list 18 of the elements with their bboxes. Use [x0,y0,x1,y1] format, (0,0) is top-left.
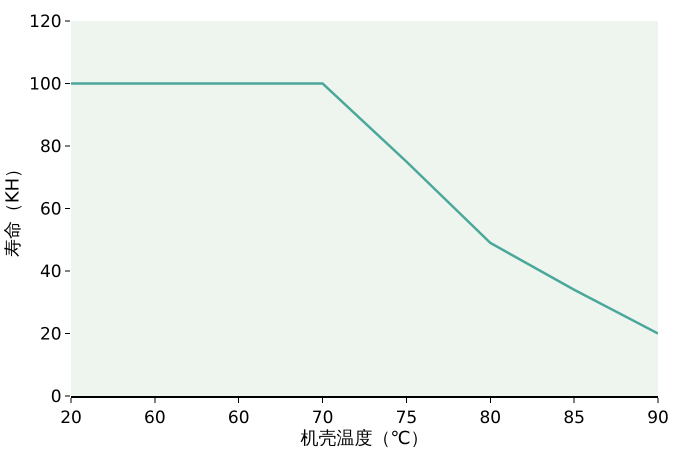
x-tick-label: 80 [479,408,502,428]
y-tick-label: 120 [29,12,62,32]
x-tick-label: 75 [396,408,418,428]
y-tick-label: 20 [40,324,62,344]
x-axis-title: 机壳温度（℃） [300,428,429,450]
y-tick-label: 0 [50,386,62,407]
y-tick-label: 60 [40,199,62,220]
x-tick-label: 70 [312,408,334,428]
y-axis-title: 寿命（KH） [2,160,24,258]
y-tick-label: 100 [29,74,62,94]
x-tick-label: 60 [144,408,166,428]
y-tick-label: 80 [40,136,62,157]
x-tick-label: 85 [563,408,585,428]
line-series [71,82,658,335]
y-tick-label: 40 [40,262,62,282]
x-tick-label: 90 [647,408,669,428]
x-tick-label: 60 [228,408,250,428]
x-tick-label: 20 [60,408,82,428]
